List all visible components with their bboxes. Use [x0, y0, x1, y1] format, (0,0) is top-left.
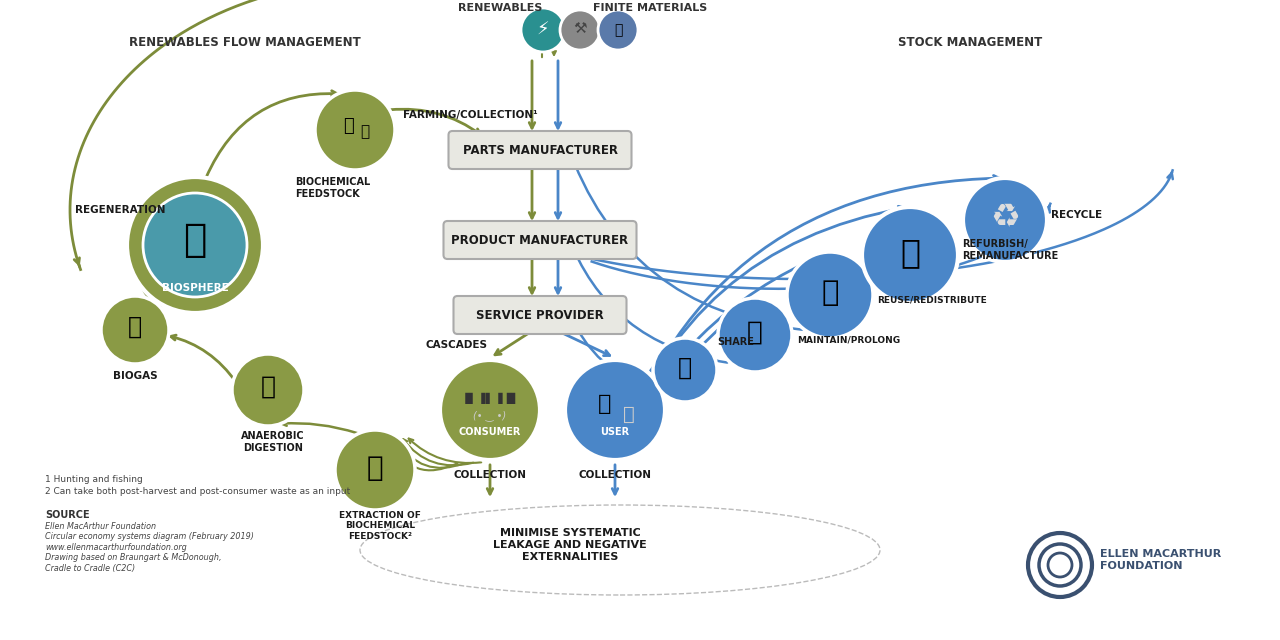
Text: Ellen MacArthur Foundation
Circular economy systems diagram (February 2019)
www.: Ellen MacArthur Foundation Circular econ…	[45, 522, 253, 573]
Text: RENEWABLES FLOW MANAGEMENT: RENEWABLES FLOW MANAGEMENT	[129, 35, 361, 49]
Text: 🔥: 🔥	[128, 315, 142, 339]
Text: BIOSPHERE: BIOSPHERE	[161, 283, 228, 293]
Text: FARMING/COLLECTION¹: FARMING/COLLECTION¹	[403, 110, 538, 120]
Text: 🌾: 🌾	[343, 117, 353, 135]
Text: ⚒: ⚒	[573, 20, 586, 35]
Text: 1 Hunting and fishing: 1 Hunting and fishing	[45, 476, 143, 484]
Text: 🐟: 🐟	[361, 125, 370, 140]
Text: REGENERATION: REGENERATION	[74, 205, 165, 215]
Text: USER: USER	[600, 427, 630, 437]
Circle shape	[232, 354, 305, 426]
FancyBboxPatch shape	[453, 296, 626, 334]
Text: BIOCHEMICAL
FEEDSTOCK: BIOCHEMICAL FEEDSTOCK	[294, 177, 370, 199]
Text: 🚛: 🚛	[614, 23, 622, 37]
Text: RENEWABLES: RENEWABLES	[458, 3, 543, 13]
Text: 🖥: 🖥	[598, 394, 612, 414]
Text: 🏭: 🏭	[822, 279, 838, 307]
Text: CONSUMER: CONSUMER	[458, 427, 521, 437]
Text: 📦: 📦	[748, 320, 763, 346]
Text: FINITE MATERIALS: FINITE MATERIALS	[593, 3, 707, 13]
Text: REUSE/REDISTRIBUTE: REUSE/REDISTRIBUTE	[877, 296, 987, 305]
Text: EXTRACTION OF
BIOCHEMICAL
FEEDSTOCK²: EXTRACTION OF BIOCHEMICAL FEEDSTOCK²	[339, 511, 421, 541]
Text: 🔧: 🔧	[678, 356, 692, 380]
Text: REFURBISH/
REMANUFACTURE: REFURBISH/ REMANUFACTURE	[963, 239, 1059, 261]
Circle shape	[143, 193, 247, 297]
Text: 🏭: 🏭	[900, 237, 920, 269]
Text: SHARE: SHARE	[717, 337, 754, 347]
Circle shape	[718, 298, 792, 372]
Circle shape	[101, 296, 169, 364]
Circle shape	[653, 338, 717, 402]
Text: CASCADES: CASCADES	[425, 340, 486, 350]
Circle shape	[127, 177, 262, 313]
Circle shape	[861, 207, 957, 303]
Text: ⚡: ⚡	[536, 21, 549, 39]
Text: PARTS MANUFACTURER: PARTS MANUFACTURER	[462, 143, 617, 157]
Text: COLLECTION: COLLECTION	[579, 470, 652, 480]
Text: PRODUCT MANUFACTURER: PRODUCT MANUFACTURER	[452, 234, 628, 246]
Circle shape	[440, 360, 540, 460]
Circle shape	[315, 90, 396, 170]
Text: 🧪: 🧪	[366, 454, 383, 482]
Text: 2 Can take both post-harvest and post-consumer waste as an input: 2 Can take both post-harvest and post-co…	[45, 488, 351, 497]
Circle shape	[598, 10, 637, 50]
Text: (• ‿ •): (• ‿ •)	[474, 410, 507, 422]
Text: ELLEN MACARTHUR
FOUNDATION: ELLEN MACARTHUR FOUNDATION	[1100, 549, 1221, 571]
Text: 🏚: 🏚	[261, 375, 275, 399]
Text: MINIMISE SYSTEMATIC
LEAKAGE AND NEGATIVE
EXTERNALITIES: MINIMISE SYSTEMATIC LEAKAGE AND NEGATIVE…	[493, 529, 646, 562]
Text: ANAEROBIC
DIGESTION: ANAEROBIC DIGESTION	[241, 431, 305, 453]
Text: ▐▌▐▌▐▐▌: ▐▌▐▌▐▐▌	[461, 392, 520, 404]
Text: SOURCE: SOURCE	[45, 510, 90, 520]
FancyBboxPatch shape	[443, 221, 636, 259]
Circle shape	[521, 8, 564, 52]
Circle shape	[561, 10, 600, 50]
Circle shape	[564, 360, 666, 460]
Text: BIOGAS: BIOGAS	[113, 371, 157, 381]
FancyBboxPatch shape	[448, 131, 631, 169]
Circle shape	[963, 178, 1047, 262]
Text: 👤: 👤	[623, 404, 635, 424]
Text: SERVICE PROVIDER: SERVICE PROVIDER	[476, 308, 604, 321]
Circle shape	[335, 430, 415, 510]
Text: MAINTAIN/PROLONG: MAINTAIN/PROLONG	[797, 335, 900, 344]
Text: STOCK MANAGEMENT: STOCK MANAGEMENT	[897, 35, 1042, 49]
Circle shape	[787, 252, 873, 338]
Text: COLLECTION: COLLECTION	[453, 470, 526, 480]
Text: 🌍: 🌍	[183, 221, 206, 259]
Text: ♻: ♻	[989, 202, 1020, 234]
Text: RECYCLE: RECYCLE	[1051, 210, 1102, 220]
